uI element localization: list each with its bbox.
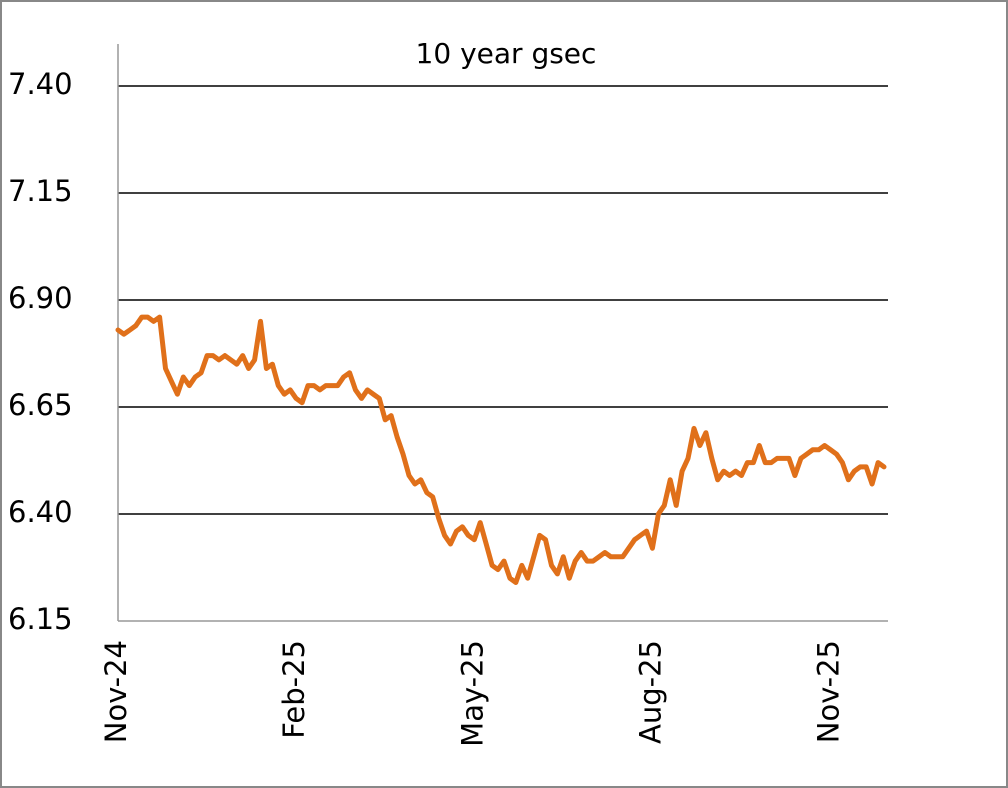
y-tick-label: 7.40 (8, 67, 73, 101)
y-tick-label: 6.65 (8, 388, 73, 422)
y-tick-label: 6.40 (8, 495, 73, 529)
x-tick-label: May-25 (455, 640, 489, 747)
x-tick-label: Nov-25 (812, 640, 846, 743)
y-tick-label: 6.15 (8, 602, 73, 636)
chart-title: 10 year gsec (416, 37, 597, 70)
x-tick-label: Aug-25 (633, 640, 667, 744)
x-tick-label: Nov-24 (99, 640, 133, 743)
y-tick-label: 6.90 (8, 281, 73, 315)
data-line (115, 314, 887, 585)
x-tick-label: Feb-25 (277, 640, 311, 739)
y-tick-label: 7.15 (8, 174, 73, 208)
